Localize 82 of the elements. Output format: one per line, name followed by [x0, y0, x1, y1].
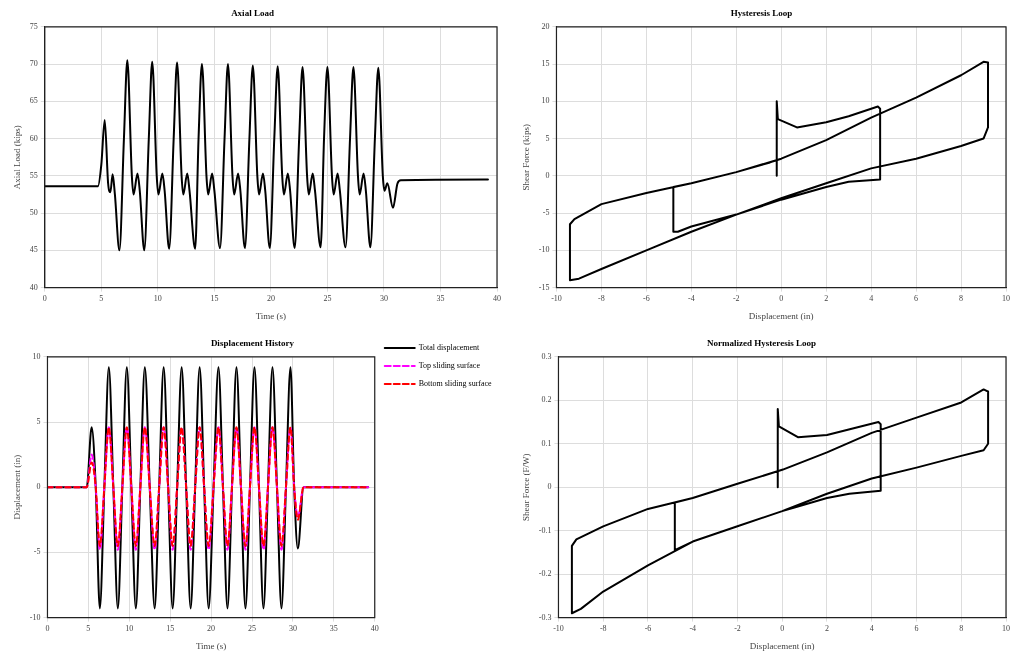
y-tick-label: -5 — [542, 208, 550, 218]
y-tick-label: 0 — [545, 170, 550, 180]
y-tick-label: 45 — [29, 245, 38, 255]
y-tick-label: 60 — [29, 133, 38, 143]
y-tick-label: 10 — [541, 96, 550, 106]
x-tick-label: 25 — [323, 294, 332, 304]
y-tick-label: -15 — [538, 282, 550, 292]
x-tick-label: 20 — [207, 624, 216, 634]
x-tick-label: -8 — [598, 294, 605, 304]
y-tick-label: -0.2 — [538, 569, 552, 579]
y-tick-label: 50 — [29, 208, 38, 218]
y-tick-label: 75 — [29, 21, 38, 31]
x-tick-label: 15 — [166, 624, 175, 634]
x-axis-title: Displacement (in) — [748, 310, 814, 321]
x-tick-label: 5 — [99, 294, 104, 304]
y-tick-label: 70 — [29, 59, 38, 69]
x-tick-label: 2 — [824, 294, 829, 304]
x-axis-title: Displacement (in) — [749, 640, 815, 651]
y-tick-label: 5 — [545, 133, 550, 143]
y-tick-label: 0.2 — [541, 395, 552, 405]
chart-title: Displacement History — [210, 337, 295, 348]
x-tick-label: 30 — [288, 624, 297, 634]
y-tick-label: 0 — [547, 482, 552, 492]
y-tick-label: -10 — [29, 612, 41, 622]
x-tick-label: 5 — [86, 624, 91, 634]
y-tick-label: -0.3 — [538, 612, 552, 622]
x-tick-label: -10 — [553, 624, 564, 634]
x-tick-label: 0 — [45, 624, 50, 634]
x-tick-label: 2 — [824, 624, 829, 634]
x-tick-label: 25 — [248, 624, 257, 634]
y-tick-label: 40 — [29, 282, 38, 292]
legend-label: Top sliding surface — [418, 361, 481, 371]
y-tick-label: 55 — [29, 170, 38, 180]
legend-label: Total displacement — [418, 343, 481, 353]
y-tick-label: 0.1 — [541, 438, 552, 448]
x-tick-label: 10 — [125, 624, 134, 634]
chart-title: Axial Load — [231, 7, 274, 18]
x-tick-label: 8 — [959, 294, 964, 304]
x-tick-label: 6 — [914, 624, 919, 634]
x-tick-label: 35 — [436, 294, 445, 304]
x-tick-label: 35 — [329, 624, 338, 634]
x-tick-label: 4 — [869, 624, 874, 634]
x-tick-label: -6 — [643, 294, 650, 304]
chart-title: Normalized Hysteresis Loop — [707, 337, 816, 348]
x-tick-label: 6 — [914, 294, 919, 304]
x-tick-label: 8 — [959, 624, 964, 634]
x-tick-label: 0 — [780, 624, 785, 634]
y-tick-label: 5 — [36, 417, 41, 427]
x-tick-label: 20 — [266, 294, 275, 304]
x-tick-label: 30 — [379, 294, 388, 304]
x-tick-label: -6 — [644, 624, 652, 634]
x-tick-label: 10 — [1002, 624, 1010, 634]
x-tick-label: -2 — [732, 294, 740, 304]
line-series — [44, 59, 489, 252]
y-axis-title: Axial Load (kips) — [11, 125, 22, 190]
x-tick-label: 10 — [1002, 294, 1010, 304]
chart-title: Hysteresis Loop — [730, 7, 793, 18]
y-tick-label: 15 — [541, 59, 550, 69]
x-tick-label: 40 — [493, 294, 501, 304]
y-tick-label: -10 — [538, 245, 550, 255]
y-tick-label: 0.3 — [541, 351, 552, 361]
y-axis-title: Displacement (in) — [11, 454, 22, 520]
y-tick-label: -0.1 — [538, 525, 552, 535]
x-tick-label: -4 — [689, 624, 697, 634]
x-axis-title: Time (s) — [195, 640, 227, 651]
x-tick-label: 10 — [153, 294, 162, 304]
y-tick-label: 20 — [541, 21, 550, 31]
x-tick-label: 0 — [779, 294, 784, 304]
x-tick-label: -4 — [687, 294, 695, 304]
y-axis-title: Shear Force (kips) — [520, 123, 531, 191]
legend-label: Bottom sliding surface — [418, 379, 493, 389]
x-tick-label: -8 — [599, 624, 607, 634]
y-axis-title: Shear Force (F/W) — [520, 453, 531, 521]
x-tick-label: 4 — [869, 294, 874, 304]
x-tick-label: 15 — [210, 294, 219, 304]
y-tick-label: 10 — [32, 351, 41, 361]
y-tick-label: -5 — [33, 547, 41, 557]
x-tick-label: -2 — [734, 624, 741, 634]
x-tick-label: 40 — [370, 624, 379, 634]
y-tick-label: 65 — [29, 96, 38, 106]
x-axis-title: Time (s) — [255, 310, 287, 321]
y-tick-label: 0 — [36, 482, 41, 492]
